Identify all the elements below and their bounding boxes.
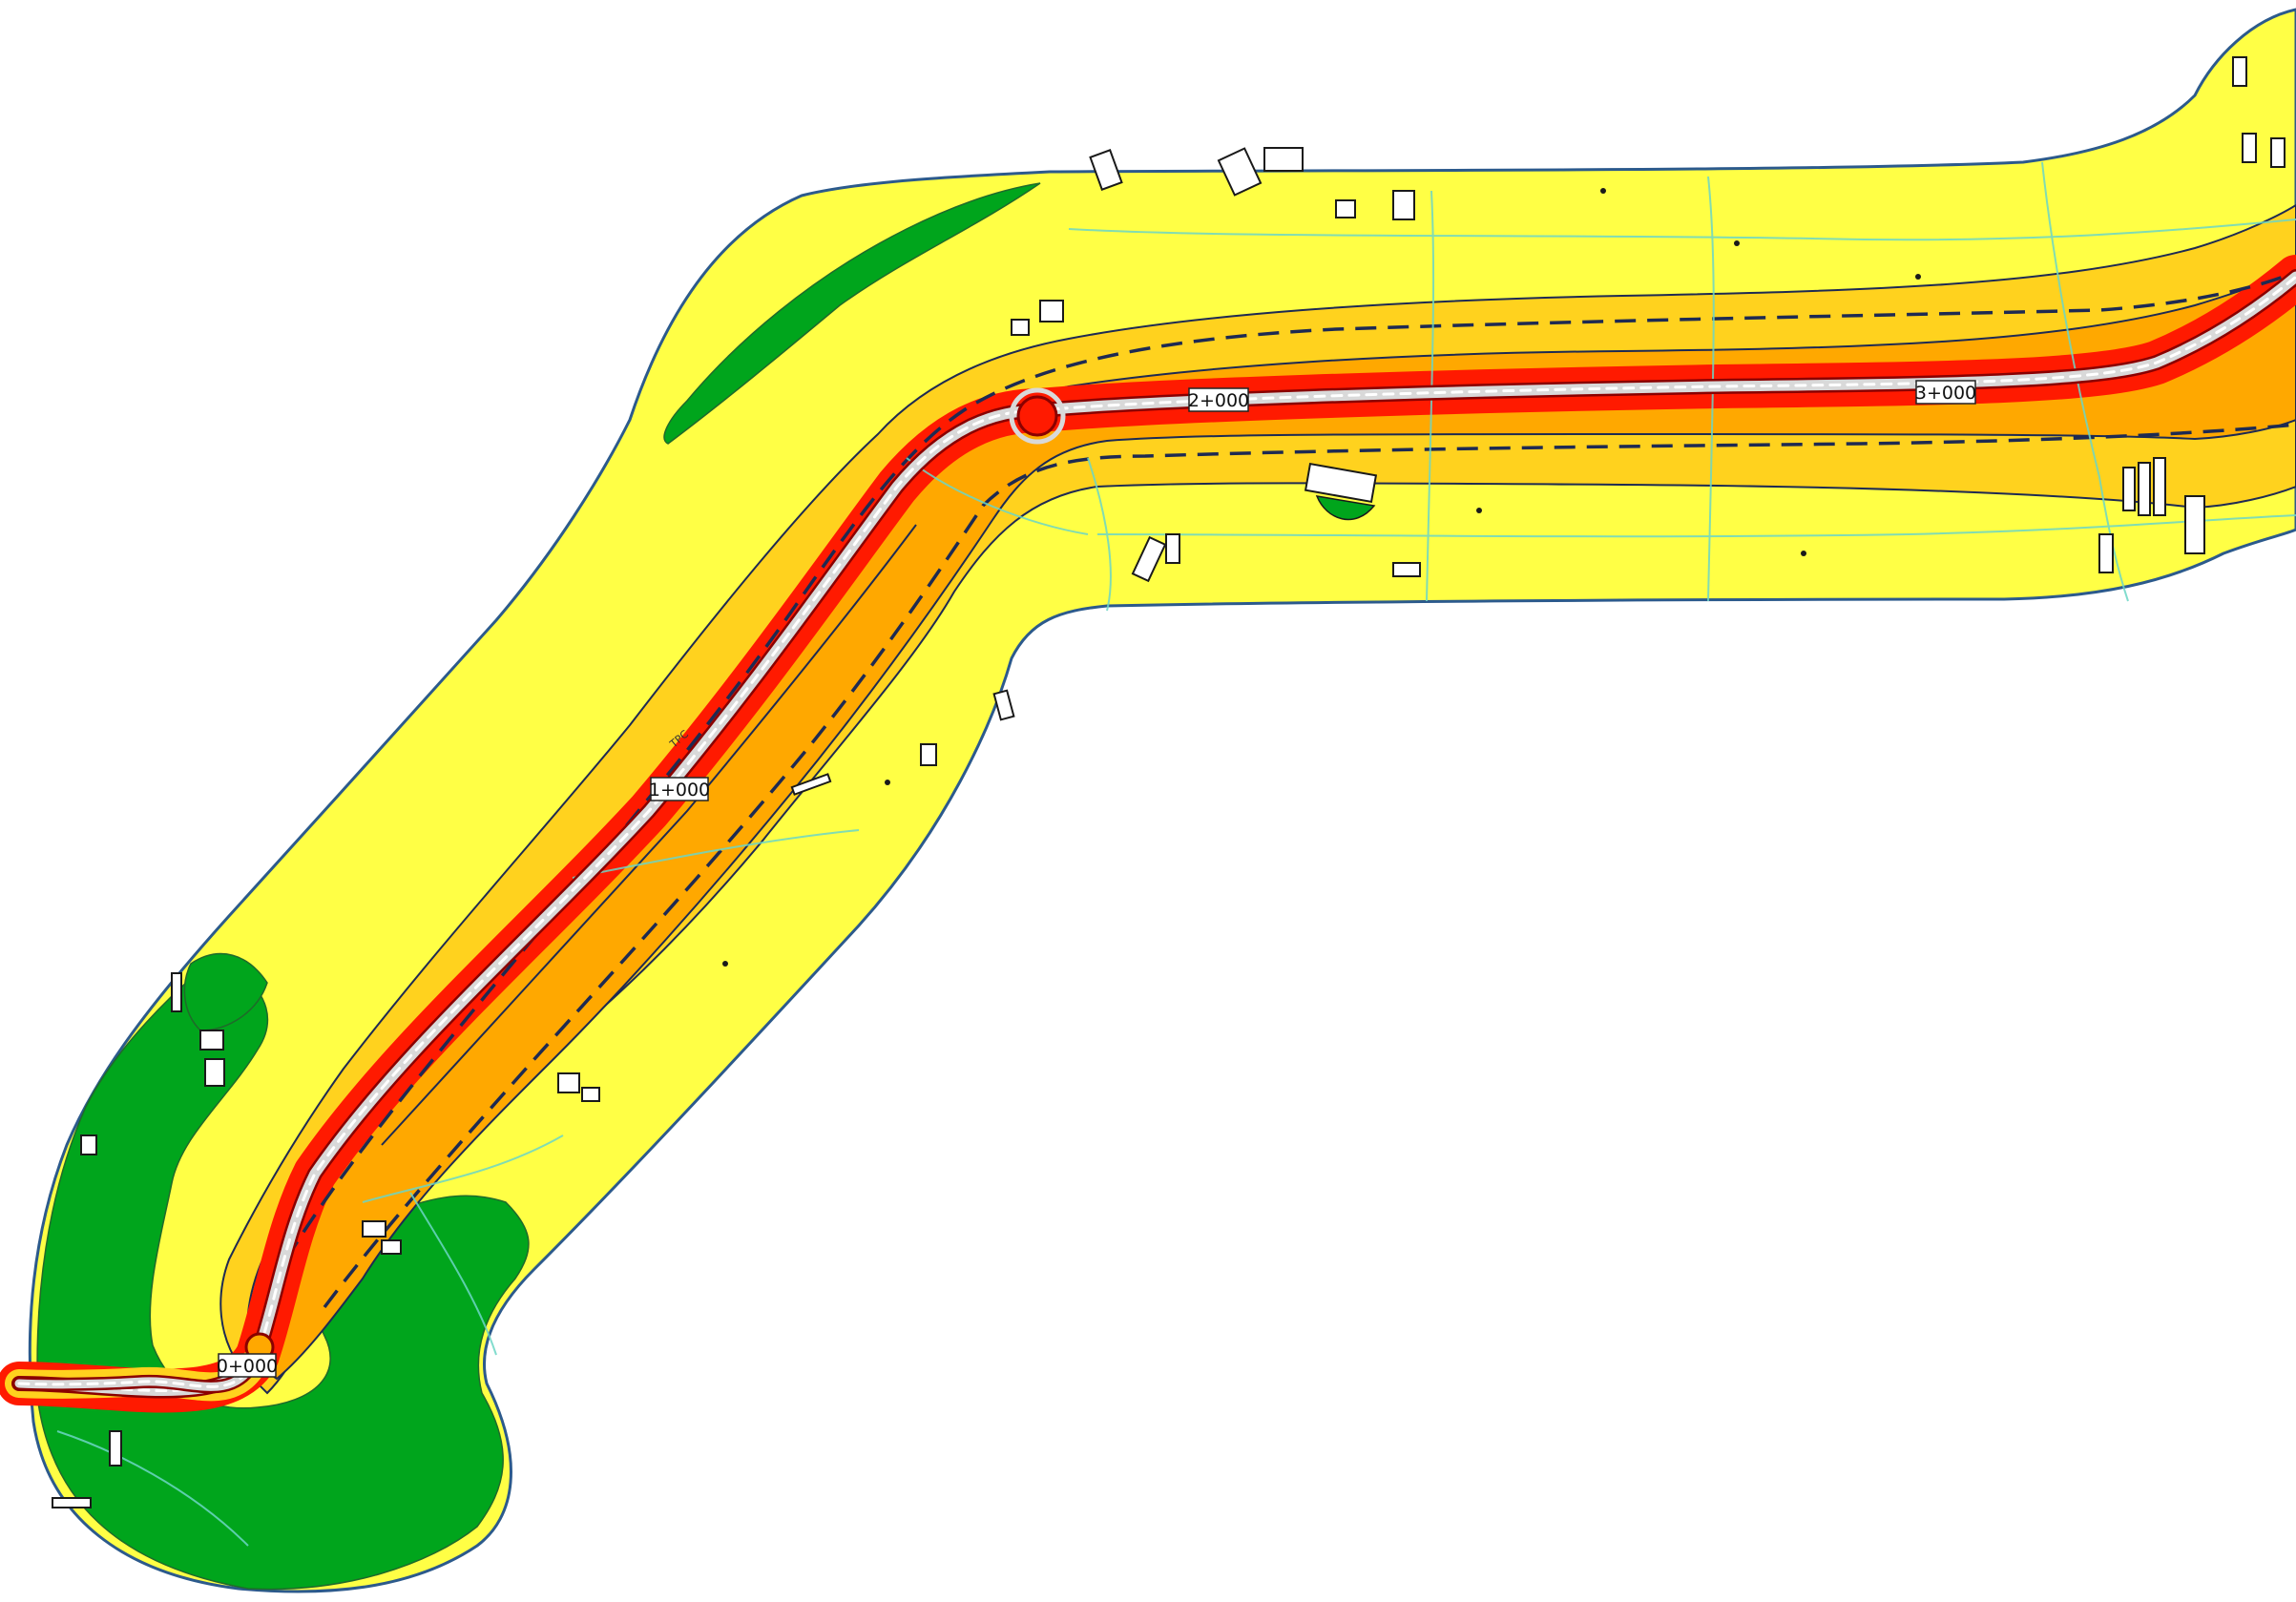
building bbox=[2271, 138, 2285, 167]
chainage-label-text: 2+000 bbox=[1188, 390, 1249, 411]
point-feature bbox=[1801, 551, 1806, 556]
chainage-label-3000: 3+000 bbox=[1915, 381, 1976, 404]
chainage-label-2000: 2+000 bbox=[1188, 388, 1249, 411]
building bbox=[52, 1498, 91, 1508]
building bbox=[1393, 563, 1420, 576]
building bbox=[172, 973, 181, 1011]
building bbox=[1166, 534, 1179, 563]
building bbox=[1012, 320, 1029, 335]
point-feature bbox=[1600, 188, 1606, 194]
building bbox=[1040, 301, 1063, 322]
building bbox=[1264, 148, 1303, 171]
building bbox=[2233, 57, 2246, 86]
building bbox=[2185, 496, 2204, 553]
building bbox=[363, 1221, 386, 1237]
building bbox=[2099, 534, 2113, 572]
building bbox=[558, 1073, 579, 1092]
building bbox=[2139, 463, 2150, 515]
building bbox=[582, 1088, 599, 1101]
point-feature bbox=[1734, 240, 1740, 246]
building bbox=[1336, 200, 1355, 218]
chainage-label-1000: 1+000 bbox=[649, 778, 710, 801]
building bbox=[2123, 468, 2135, 510]
building bbox=[2243, 134, 2256, 162]
building bbox=[382, 1240, 401, 1254]
building bbox=[110, 1431, 121, 1466]
building bbox=[1393, 191, 1414, 219]
building bbox=[2154, 458, 2165, 515]
point-feature bbox=[885, 780, 890, 785]
chainage-label-text: 1+000 bbox=[649, 780, 710, 801]
point-feature bbox=[1915, 274, 1921, 280]
building bbox=[200, 1030, 223, 1050]
building bbox=[205, 1059, 224, 1086]
building bbox=[994, 691, 1014, 720]
chainage-label-text: 3+000 bbox=[1915, 383, 1976, 404]
building bbox=[921, 744, 936, 765]
point-feature bbox=[722, 961, 728, 967]
chainage-label-text: 0+000 bbox=[217, 1356, 278, 1377]
roundabout-2000 bbox=[1018, 397, 1056, 435]
building bbox=[81, 1135, 96, 1155]
chainage-label-0000: 0+000 bbox=[217, 1354, 278, 1377]
point-feature bbox=[1476, 508, 1482, 513]
